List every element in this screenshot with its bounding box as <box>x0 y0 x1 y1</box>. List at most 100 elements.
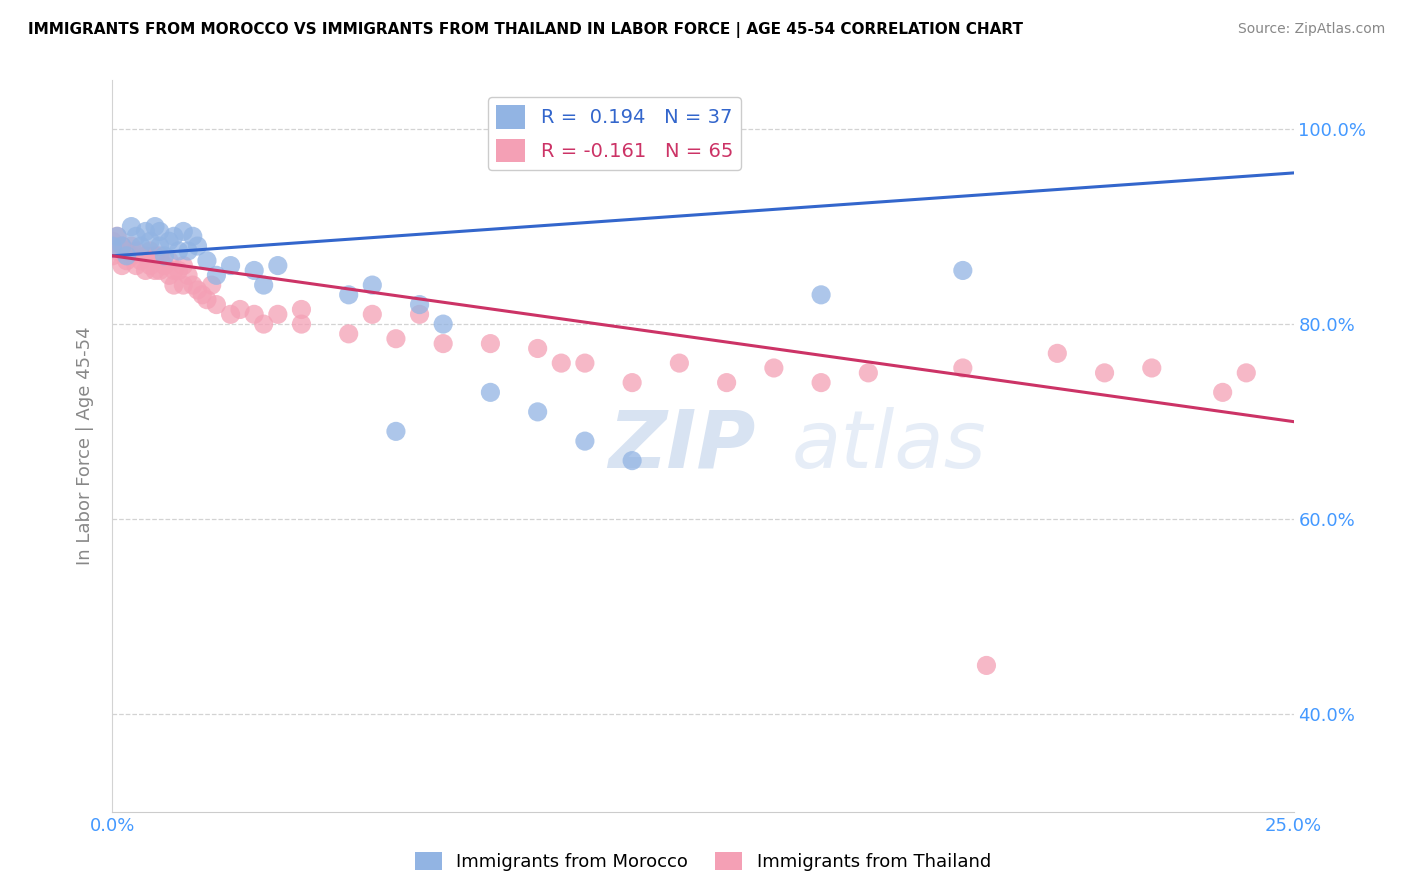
Point <box>432 336 454 351</box>
Point <box>479 385 502 400</box>
Point <box>135 263 157 277</box>
Point <box>186 283 208 297</box>
Point <box>115 244 138 258</box>
Legend: Immigrants from Morocco, Immigrants from Thailand: Immigrants from Morocco, Immigrants from… <box>408 845 998 879</box>
Point <box>111 239 134 253</box>
Point <box>432 317 454 331</box>
Point <box>101 239 124 253</box>
Point <box>1140 361 1163 376</box>
Point <box>167 244 190 258</box>
Point <box>1212 385 1234 400</box>
Point <box>157 253 180 268</box>
Point <box>125 244 148 258</box>
Point <box>810 288 832 302</box>
Point <box>135 249 157 263</box>
Point <box>621 453 644 467</box>
Point <box>479 336 502 351</box>
Point <box>172 224 194 238</box>
Point <box>101 249 124 263</box>
Point <box>408 307 430 321</box>
Point <box>952 263 974 277</box>
Point <box>101 234 124 248</box>
Point <box>120 239 142 253</box>
Point <box>267 307 290 321</box>
Point <box>668 356 690 370</box>
Point <box>408 297 430 311</box>
Point <box>125 259 148 273</box>
Point <box>129 239 152 253</box>
Point <box>172 259 194 273</box>
Point <box>952 361 974 376</box>
Point <box>195 253 218 268</box>
Point <box>149 263 172 277</box>
Point <box>115 253 138 268</box>
Point <box>267 259 290 273</box>
Point <box>253 278 276 293</box>
Point <box>172 278 194 293</box>
Point <box>205 297 228 311</box>
Point <box>290 317 312 331</box>
Point <box>1046 346 1069 360</box>
Point <box>574 356 596 370</box>
Point <box>205 268 228 283</box>
Point <box>149 239 172 253</box>
Point <box>858 366 880 380</box>
Text: atlas: atlas <box>792 407 987 485</box>
Point <box>337 288 360 302</box>
Point <box>139 259 162 273</box>
Point <box>181 229 204 244</box>
Point <box>149 249 172 263</box>
Point <box>105 229 128 244</box>
Point <box>550 356 572 370</box>
Point <box>120 249 142 263</box>
Point <box>139 234 162 248</box>
Point <box>195 293 218 307</box>
Point <box>143 263 166 277</box>
Point <box>1094 366 1116 380</box>
Text: Source: ZipAtlas.com: Source: ZipAtlas.com <box>1237 22 1385 37</box>
Y-axis label: In Labor Force | Age 45-54: In Labor Force | Age 45-54 <box>76 326 94 566</box>
Point <box>163 263 186 277</box>
Point <box>361 307 384 321</box>
Point <box>163 278 186 293</box>
Point <box>762 361 785 376</box>
Point <box>125 229 148 244</box>
Point <box>111 239 134 253</box>
Point <box>526 405 548 419</box>
Point <box>135 224 157 238</box>
Point <box>337 326 360 341</box>
Point <box>115 249 138 263</box>
Point <box>143 249 166 263</box>
Point <box>621 376 644 390</box>
Point <box>526 342 548 356</box>
Point <box>111 259 134 273</box>
Point <box>129 253 152 268</box>
Point <box>191 288 214 302</box>
Point <box>120 219 142 234</box>
Point <box>149 224 172 238</box>
Legend: R =  0.194   N = 37, R = -0.161   N = 65: R = 0.194 N = 37, R = -0.161 N = 65 <box>488 97 741 170</box>
Text: ZIP: ZIP <box>609 407 756 485</box>
Point <box>143 219 166 234</box>
Point <box>219 259 242 273</box>
Point <box>290 302 312 317</box>
Point <box>229 302 252 317</box>
Point <box>177 244 200 258</box>
Point <box>163 229 186 244</box>
Point <box>177 268 200 283</box>
Point <box>181 278 204 293</box>
Point <box>201 278 224 293</box>
Point <box>153 249 176 263</box>
Point <box>219 307 242 321</box>
Point <box>167 263 190 277</box>
Point <box>243 307 266 321</box>
Point <box>810 376 832 390</box>
Point <box>139 244 162 258</box>
Point <box>105 244 128 258</box>
Point <box>253 317 276 331</box>
Text: IMMIGRANTS FROM MOROCCO VS IMMIGRANTS FROM THAILAND IN LABOR FORCE | AGE 45-54 C: IMMIGRANTS FROM MOROCCO VS IMMIGRANTS FR… <box>28 22 1024 38</box>
Point <box>1234 366 1257 380</box>
Point <box>716 376 738 390</box>
Point <box>157 268 180 283</box>
Point <box>976 658 998 673</box>
